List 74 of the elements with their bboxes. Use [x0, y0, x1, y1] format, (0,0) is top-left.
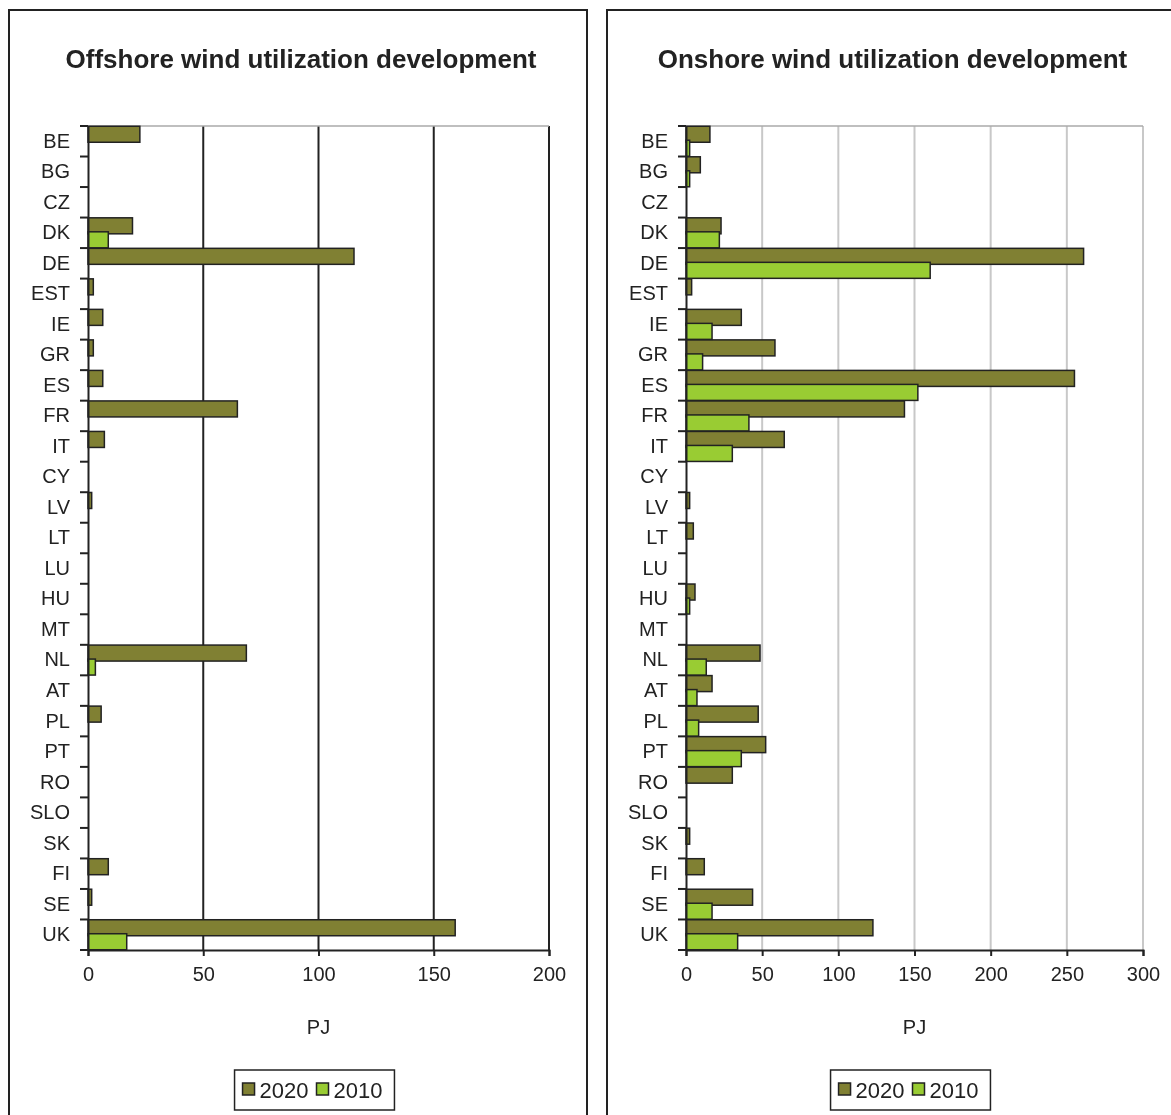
y-tick-label: CY	[640, 465, 668, 488]
y-tick-label: EST	[31, 282, 70, 305]
y-tick-label: SLO	[29, 801, 70, 824]
y-tick-label: RO	[40, 770, 70, 793]
x-tick-label: 50	[192, 963, 215, 985]
legend-label: 2010	[333, 1077, 383, 1103]
y-tick-label: FR	[43, 404, 70, 427]
y-tick-label: UK	[42, 923, 71, 946]
x-tick-label: 300	[1126, 963, 1161, 985]
y-tick-label: CY	[42, 465, 70, 488]
x-axis-title: PJ	[306, 1016, 331, 1038]
y-tick-label: SLO	[627, 801, 668, 824]
legend-label: 2010	[929, 1077, 979, 1103]
y-tick-label: IE	[51, 312, 70, 335]
y-tick-label: RO	[638, 770, 668, 793]
y-tick-label: BG	[41, 160, 70, 183]
x-tick-label: 100	[302, 963, 336, 985]
y-tick-label: DK	[42, 221, 71, 244]
x-tick-label: 100	[822, 963, 856, 985]
y-tick-label: LT	[48, 526, 70, 549]
x-tick-label: 0	[82, 963, 95, 985]
y-tick-label: DE	[640, 251, 668, 274]
y-tick-label: BG	[639, 160, 668, 183]
y-tick-label: LV	[645, 495, 669, 518]
legend-label: 2020	[259, 1077, 309, 1103]
y-tick-label: EST	[629, 282, 668, 305]
y-tick-label: SE	[641, 892, 668, 915]
y-tick-label: GR	[638, 343, 668, 366]
y-tick-label: NL	[642, 648, 668, 671]
y-tick-label: ES	[641, 373, 668, 396]
y-tick-label: NL	[44, 648, 70, 671]
y-tick-label: UK	[640, 923, 669, 946]
y-tick-label: SE	[43, 892, 70, 915]
chart-title: Onshore wind utilization development	[657, 44, 1128, 74]
x-tick-label: 150	[898, 963, 932, 985]
y-tick-label: LT	[646, 526, 668, 549]
y-tick-label: AT	[45, 678, 70, 701]
x-tick-label: 50	[751, 963, 774, 985]
y-tick-label: IT	[52, 434, 70, 457]
y-tick-label: PT	[44, 740, 70, 763]
y-tick-label: HU	[639, 587, 668, 610]
y-tick-label: MT	[41, 617, 70, 640]
y-tick-label: AT	[643, 678, 668, 701]
y-tick-label: LU	[44, 556, 70, 579]
y-tick-label: DE	[42, 251, 70, 274]
y-tick-label: IE	[649, 312, 668, 335]
x-tick-label: 250	[1050, 963, 1085, 985]
y-tick-label: FI	[650, 862, 668, 885]
y-tick-label: SK	[641, 831, 669, 854]
x-axis-title: PJ	[902, 1016, 927, 1038]
y-tick-label: SK	[43, 831, 71, 854]
y-tick-label: DK	[640, 221, 669, 244]
y-tick-label: FI	[52, 862, 70, 885]
y-tick-label: GR	[40, 343, 70, 366]
y-tick-label: ES	[43, 373, 70, 396]
y-tick-label: BE	[43, 129, 70, 152]
y-tick-label: MT	[639, 617, 668, 640]
x-tick-label: 200	[532, 963, 567, 985]
x-tick-label: 0	[680, 963, 693, 985]
y-tick-label: CZ	[641, 190, 668, 213]
chart-title: Offshore wind utilization development	[65, 44, 537, 74]
y-tick-label: IT	[650, 434, 668, 457]
y-tick-label: HU	[41, 587, 70, 610]
y-tick-label: LV	[47, 495, 71, 518]
y-tick-label: PL	[643, 709, 668, 732]
y-tick-label: PT	[642, 740, 668, 763]
y-tick-label: CZ	[43, 190, 70, 213]
y-tick-label: LU	[642, 556, 668, 579]
x-tick-label: 200	[974, 963, 1008, 985]
legend-label: 2020	[855, 1077, 905, 1103]
y-tick-label: FR	[641, 404, 668, 427]
y-tick-label: PL	[45, 709, 70, 732]
y-tick-label: BE	[641, 129, 668, 152]
x-tick-label: 150	[417, 963, 451, 985]
